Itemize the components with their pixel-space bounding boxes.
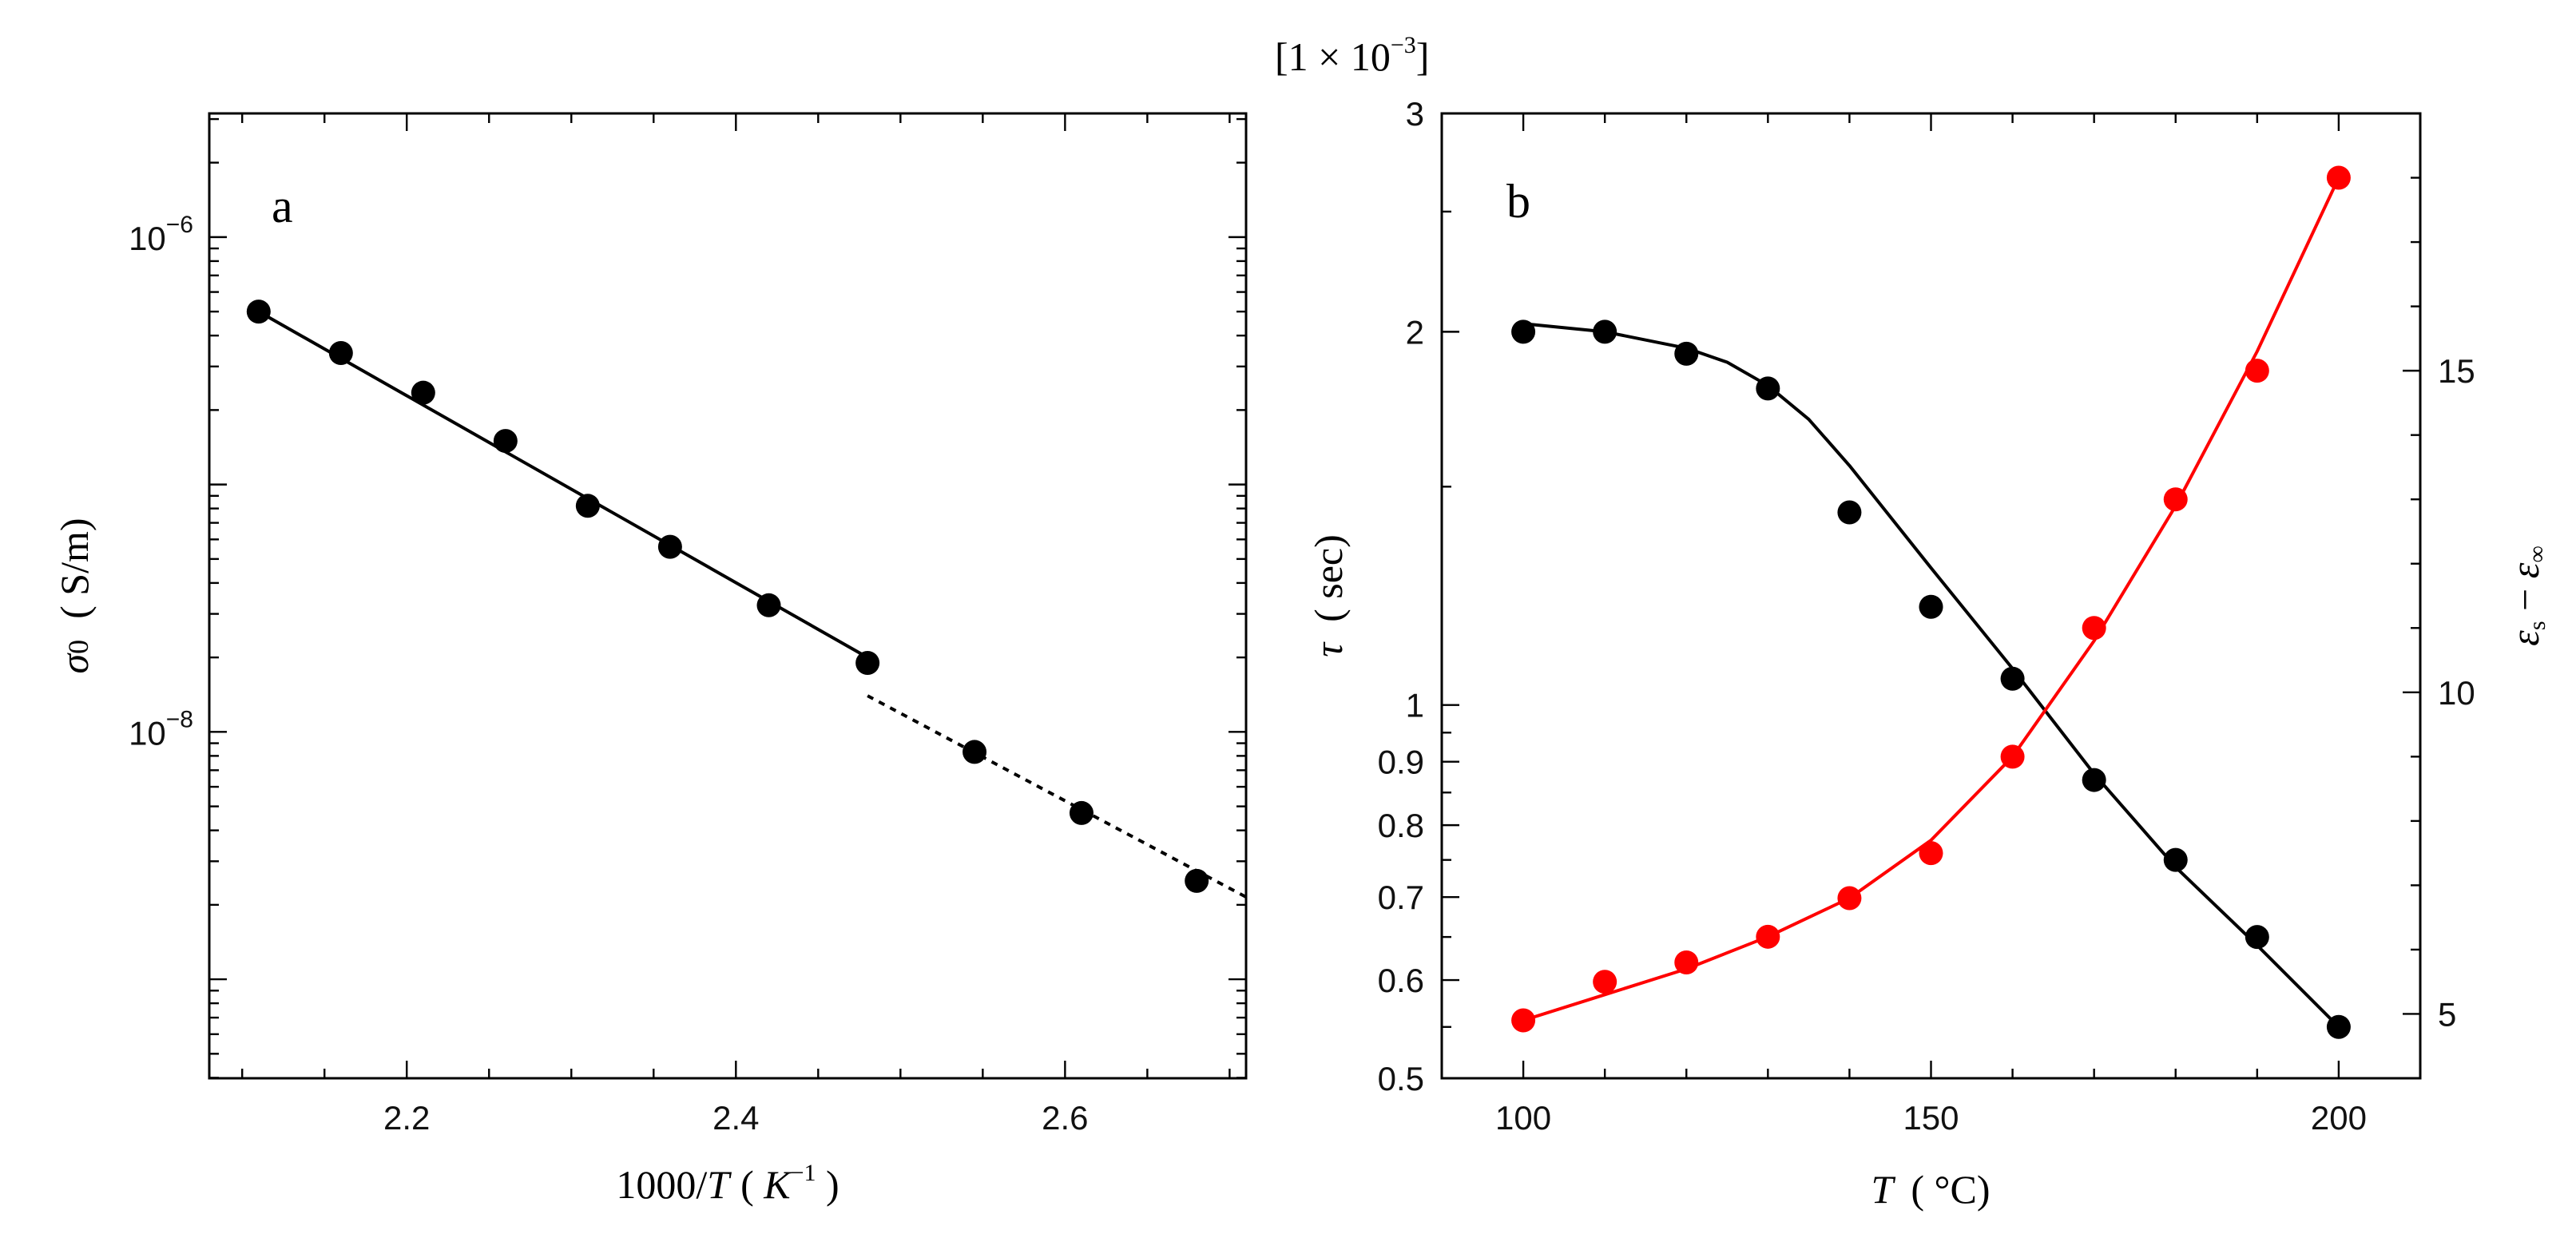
x-tick-label: 100 bbox=[1495, 1099, 1551, 1137]
panel-b-letter: b bbox=[1506, 175, 1530, 228]
data-point-tau bbox=[1837, 500, 1862, 525]
data-point-eps_s_minus_eps_inf bbox=[2163, 487, 2188, 512]
data-point-tau bbox=[2326, 1014, 2351, 1039]
data-point bbox=[657, 534, 682, 559]
y-right-tick-label: 10 bbox=[2438, 674, 2475, 712]
data-point bbox=[1069, 800, 1094, 825]
panel-a-x-axis-label: 1000/T( K−1 ) bbox=[616, 1160, 839, 1207]
panel-a-tick-labels: 2.2 2.4 2.610−610−8 bbox=[129, 212, 1088, 1137]
data-point bbox=[411, 380, 435, 405]
b-x-label-unit: ( °C) bbox=[1911, 1167, 1990, 1212]
data-point bbox=[756, 593, 781, 617]
data-point-eps_s_minus_eps_inf bbox=[1756, 924, 1780, 949]
data-point-eps_s_minus_eps_inf bbox=[2000, 744, 2025, 769]
data-point bbox=[493, 429, 518, 454]
y-tick-label: 0.5 bbox=[1378, 1060, 1424, 1097]
y-tick-label: 10−8 bbox=[129, 706, 193, 752]
panel-a-points bbox=[246, 300, 1209, 893]
data-point-eps_s_minus_eps_inf bbox=[1674, 950, 1699, 975]
data-point-tau bbox=[1756, 376, 1780, 401]
y-tick-label: 10−6 bbox=[129, 212, 193, 257]
data-point-tau bbox=[1511, 319, 1536, 344]
y-right-tick-label: 15 bbox=[2438, 352, 2475, 390]
y2-sub-inf: ∞ bbox=[2524, 546, 2550, 562]
multiplier-open: [1 × 10 bbox=[1275, 34, 1391, 79]
y-label-unit: ( S/m) bbox=[52, 518, 97, 618]
x-tick-label: 2.4 bbox=[712, 1099, 759, 1137]
data-point-eps_s_minus_eps_inf bbox=[2245, 359, 2269, 383]
y-tick-label-base: 10 bbox=[129, 220, 166, 257]
data-point-eps_s_minus_eps_inf bbox=[1919, 841, 1943, 866]
y-label-sub: 0 bbox=[62, 640, 94, 654]
fit-line-dotted bbox=[867, 694, 1247, 899]
data-point-eps_s_minus_eps_inf bbox=[1511, 1008, 1536, 1033]
y-tick-label: 1 bbox=[1406, 687, 1424, 724]
panel-b-points bbox=[1511, 165, 2351, 1039]
panel-b-tick-labels: 100 150 200 0.5 0.6 0.7 0.8 0.9 1 2 3 5 10 15 bbox=[1378, 95, 2475, 1137]
data-point bbox=[855, 651, 880, 676]
y-label-symbol: σ bbox=[52, 653, 97, 674]
y-tick-label-exp: −6 bbox=[166, 212, 193, 238]
x-label-unit: K bbox=[763, 1162, 792, 1207]
data-point-tau bbox=[2000, 666, 2025, 691]
y-tick-label-base: 10 bbox=[129, 714, 166, 752]
data-point bbox=[1185, 868, 1209, 893]
y-tick-label: 0.9 bbox=[1378, 744, 1424, 781]
multiplier-exp: −3 bbox=[1391, 32, 1416, 58]
panel-a-letter: a bbox=[272, 180, 293, 232]
data-point bbox=[328, 340, 353, 365]
b-y-label-var: τ bbox=[1306, 641, 1351, 657]
data-point-tau bbox=[2163, 847, 2188, 872]
data-point-tau bbox=[2082, 768, 2106, 792]
panel-b-y2-axis-label: εs − ε∞ bbox=[2503, 546, 2550, 646]
b-x-label-var: T bbox=[1871, 1167, 1896, 1212]
y-tick-label: 0.8 bbox=[1378, 807, 1424, 844]
y2-eps-inf: ε bbox=[2503, 562, 2547, 578]
data-point-eps_s_minus_eps_inf bbox=[2326, 165, 2351, 190]
x-label-open: ( bbox=[740, 1162, 764, 1207]
y-tick-label: 0.6 bbox=[1378, 962, 1424, 999]
data-point-eps_s_minus_eps_inf bbox=[1593, 970, 1617, 994]
y-tick-label: 3 bbox=[1406, 95, 1424, 133]
data-point bbox=[246, 300, 271, 324]
panel-a-frame bbox=[208, 112, 1248, 1080]
panel-a-fit-lines bbox=[257, 310, 1247, 899]
y2-sub-s: s bbox=[2524, 621, 2550, 630]
data-point-tau bbox=[1593, 319, 1617, 344]
data-point bbox=[963, 740, 987, 764]
data-point-tau bbox=[1919, 594, 1943, 619]
x-label-close: ) bbox=[816, 1162, 839, 1207]
b-y-label-unit: ( sec) bbox=[1306, 534, 1351, 622]
panel-b-y-axis-label: τ ( sec) bbox=[1306, 534, 1351, 657]
data-point-tau bbox=[2245, 925, 2269, 950]
data-point-eps_s_minus_eps_inf bbox=[1837, 886, 1862, 911]
y-tick-label: 2 bbox=[1406, 313, 1424, 351]
x-tick-label: 200 bbox=[2311, 1099, 2367, 1137]
panel-a-chart: a 2.2 2.4 2.610−610−8 1000/T( K−1 ) σ0( S/… bbox=[52, 112, 1248, 1207]
y2-minus: − bbox=[2503, 578, 2547, 621]
x-label-var: T bbox=[707, 1162, 732, 1207]
panel-b-x-axis-label: T ( °C) bbox=[1871, 1167, 1991, 1212]
multiplier-close: ] bbox=[1416, 34, 1430, 79]
y-tick-label: 0.7 bbox=[1378, 879, 1424, 916]
data-point-eps_s_minus_eps_inf bbox=[2082, 616, 2106, 641]
panel-b-chart: b 100 150 200 0.5 0.6 0.7 0.8 0.9 1 2 3 5 10 15 [1 × … bbox=[1275, 32, 2550, 1212]
y-right-tick-label: 5 bbox=[2438, 995, 2456, 1033]
data-point-tau bbox=[1674, 341, 1699, 366]
x-tick-label: 2.2 bbox=[383, 1099, 430, 1137]
panel-b-ticks bbox=[1442, 112, 2420, 1080]
data-point bbox=[575, 494, 600, 518]
multiplier-label: [1 × 10−3] bbox=[1275, 32, 1429, 79]
x-tick-label: 150 bbox=[1903, 1099, 1959, 1137]
y2-eps-s: ε bbox=[2503, 630, 2547, 646]
x-label-exp: −1 bbox=[791, 1160, 816, 1186]
x-label-prefix: 1000/ bbox=[616, 1162, 707, 1207]
panel-a-y-axis-label: σ0 ( S/m) bbox=[52, 518, 97, 673]
panel-a-ticks bbox=[209, 113, 1246, 1079]
y-tick-label-exp: −8 bbox=[166, 706, 193, 732]
x-tick-label: 2.6 bbox=[1042, 1099, 1088, 1137]
fit-curve-eps_s_minus_eps_inf bbox=[1522, 177, 2340, 1022]
